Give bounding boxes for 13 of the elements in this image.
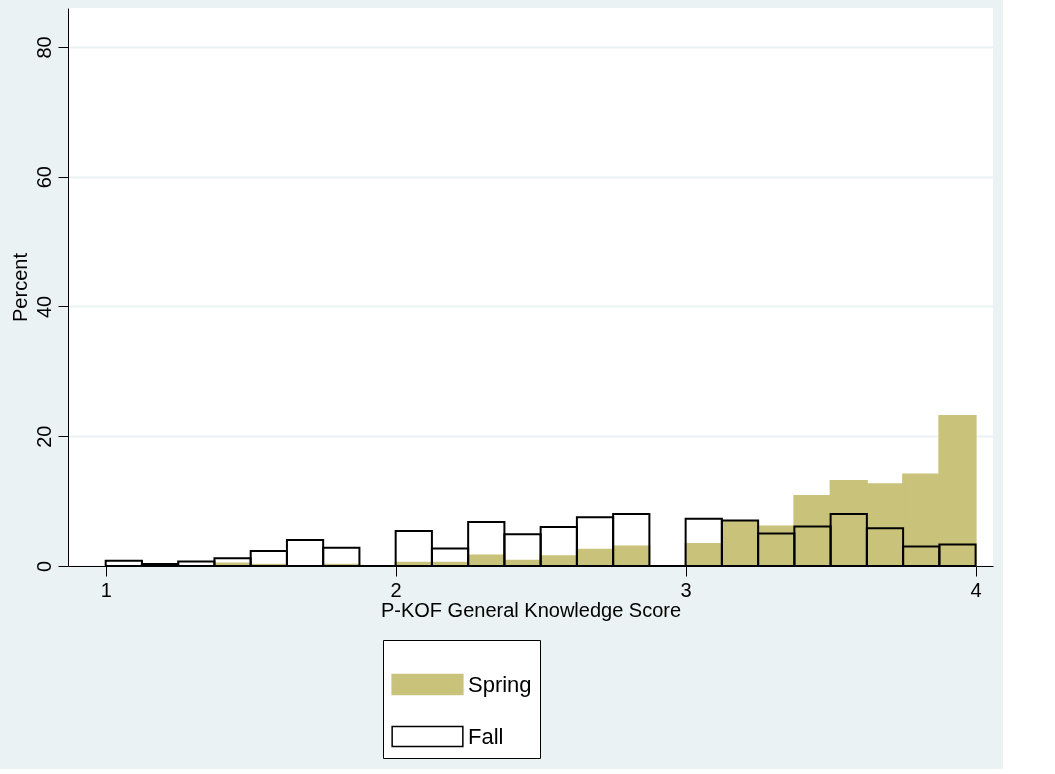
y-tick-label: 40 bbox=[32, 295, 55, 319]
y-tick-label: 20 bbox=[32, 425, 55, 448]
legend-label: Fall bbox=[468, 723, 504, 749]
y-tick-label: 80 bbox=[32, 36, 55, 59]
x-tick-label: 1 bbox=[100, 578, 112, 601]
x-tick-label: 3 bbox=[680, 578, 692, 601]
x-tick-label: 4 bbox=[970, 578, 982, 601]
legend-label: Spring bbox=[468, 671, 532, 697]
x-tick-label: 2 bbox=[390, 578, 402, 601]
y-tick-label: 0 bbox=[32, 560, 55, 573]
x-axis-title: P-KOF General Knowledge Score bbox=[380, 598, 682, 621]
y-axis-title: Percent bbox=[8, 252, 31, 322]
y-tick-label: 60 bbox=[32, 166, 55, 189]
